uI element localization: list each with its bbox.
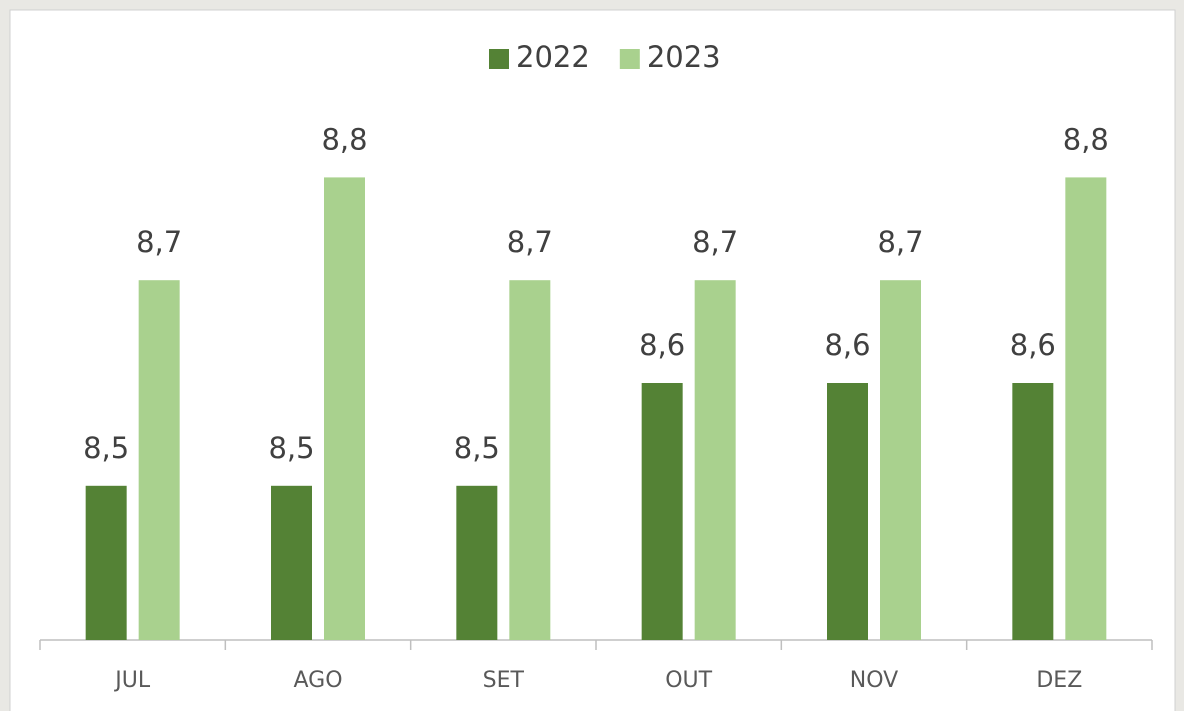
chart-area bbox=[9, 9, 1176, 711]
data-label: 8,8 bbox=[321, 122, 367, 156]
legend-swatch bbox=[489, 49, 509, 69]
legend-label: 2023 bbox=[647, 40, 721, 74]
x-tick-label: AGO bbox=[293, 668, 342, 693]
x-tick-label: SET bbox=[483, 668, 525, 693]
data-label: 8,6 bbox=[824, 328, 870, 362]
legend-label: 2022 bbox=[516, 40, 590, 74]
data-label: 8,7 bbox=[692, 225, 738, 259]
bar bbox=[138, 280, 180, 640]
x-tick-label: OUT bbox=[665, 668, 712, 693]
data-label: 8,5 bbox=[454, 431, 500, 465]
data-label: 8,6 bbox=[639, 328, 685, 362]
bar bbox=[694, 280, 736, 640]
data-label: 8,5 bbox=[83, 431, 129, 465]
data-label: 8,7 bbox=[877, 225, 923, 259]
data-label: 8,6 bbox=[1010, 328, 1056, 362]
bar bbox=[880, 280, 921, 640]
data-label: 8,8 bbox=[1063, 122, 1109, 156]
bar bbox=[509, 280, 551, 640]
bar bbox=[456, 485, 498, 640]
bar bbox=[641, 383, 683, 640]
x-tick-label: JUL bbox=[113, 668, 151, 693]
data-label: 8,7 bbox=[136, 225, 182, 259]
bar bbox=[1065, 177, 1107, 640]
data-label: 8,5 bbox=[268, 431, 314, 465]
bar bbox=[271, 485, 312, 640]
legend-swatch bbox=[619, 49, 640, 69]
bar bbox=[1012, 383, 1054, 640]
x-tick-label: NOV bbox=[850, 668, 898, 693]
bar bbox=[85, 485, 127, 640]
bar bbox=[324, 177, 365, 640]
x-tick-label: DEZ bbox=[1036, 668, 1082, 693]
data-label: 8,7 bbox=[507, 225, 553, 259]
bar bbox=[827, 383, 868, 640]
